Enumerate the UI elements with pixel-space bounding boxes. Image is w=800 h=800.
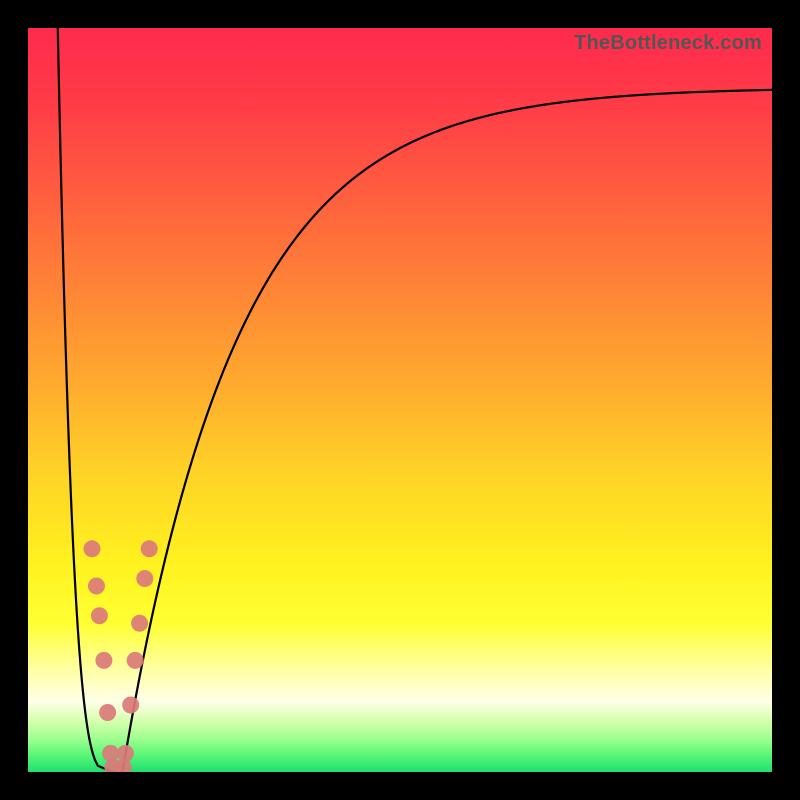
data-point bbox=[99, 704, 116, 721]
data-point bbox=[91, 607, 108, 624]
chart-container: TheBottleneck.com bbox=[0, 0, 800, 800]
watermark-text: TheBottleneck.com bbox=[574, 32, 762, 55]
plot-area: TheBottleneck.com bbox=[28, 28, 772, 772]
data-point bbox=[127, 652, 144, 669]
data-point bbox=[122, 697, 139, 714]
data-point bbox=[136, 570, 153, 587]
data-point bbox=[95, 652, 112, 669]
data-point bbox=[131, 615, 148, 632]
data-point bbox=[117, 745, 134, 762]
data-point bbox=[88, 578, 105, 595]
data-point bbox=[141, 540, 158, 557]
data-point bbox=[83, 540, 100, 557]
bottleneck-curve-chart bbox=[28, 28, 772, 772]
